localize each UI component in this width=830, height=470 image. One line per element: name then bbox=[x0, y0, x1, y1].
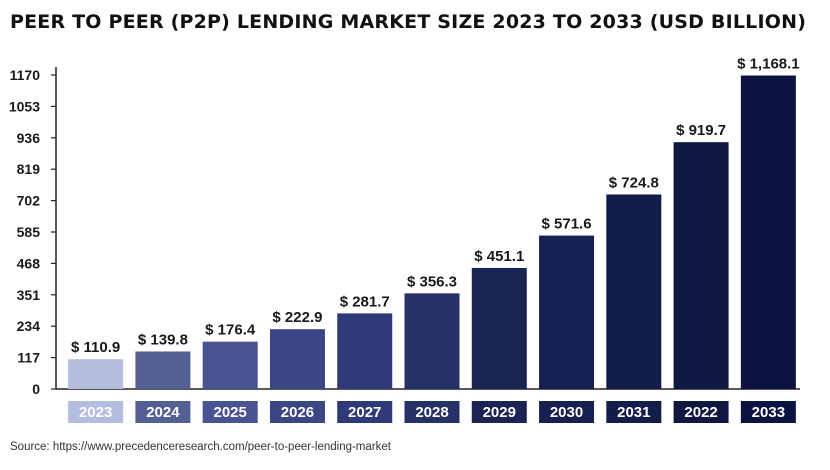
bar bbox=[539, 235, 595, 389]
bar-value-label: $ 222.9 bbox=[272, 309, 322, 326]
x-tick-label: 2028 bbox=[415, 404, 448, 421]
bar-value-label: $ 281.7 bbox=[340, 293, 390, 310]
x-axis-labels: 2023 2024 2025 2026 2027 2028 2029 2030 2031 2022… bbox=[68, 401, 796, 423]
bar-value-label: $ 139.8 bbox=[138, 331, 188, 348]
bar bbox=[135, 351, 191, 389]
y-tick-label: 351 bbox=[17, 287, 41, 303]
bar-value-label: $ 451.1 bbox=[474, 248, 524, 265]
bar-value-label: $ 571.6 bbox=[542, 216, 592, 233]
x-label-box bbox=[337, 401, 393, 423]
bar bbox=[673, 142, 729, 389]
x-tick-label: 2031 bbox=[617, 404, 650, 421]
x-label-box bbox=[471, 401, 527, 423]
bar-value-label: $ 356.3 bbox=[407, 273, 457, 290]
bar-value-label: $ 919.7 bbox=[676, 122, 726, 139]
y-tick-label: 117 bbox=[17, 350, 40, 366]
bar-value-label: $ 1,168.1 bbox=[737, 56, 800, 73]
y-tick-label: 0 bbox=[32, 381, 40, 397]
y-tick-label: 585 bbox=[17, 224, 41, 240]
source-note: Source: https://www.precedenceresearch.c… bbox=[10, 441, 391, 453]
x-tick-label: 2025 bbox=[213, 404, 246, 421]
x-label-box bbox=[606, 401, 662, 423]
y-tick-label: 702 bbox=[17, 193, 41, 209]
x-label-box bbox=[68, 401, 124, 423]
x-label-box bbox=[673, 401, 729, 423]
y-tick-label: 468 bbox=[17, 255, 41, 271]
x-tick-label: 2026 bbox=[281, 404, 314, 421]
bar bbox=[337, 313, 393, 389]
x-label-box bbox=[202, 401, 258, 423]
x-tick-label: 2027 bbox=[348, 404, 381, 421]
bars bbox=[68, 75, 796, 389]
bar-value-label: $ 110.9 bbox=[71, 339, 120, 356]
bar bbox=[68, 359, 124, 389]
x-tick-label: 2022 bbox=[684, 404, 717, 421]
x-label-box bbox=[740, 401, 796, 423]
bar-value-label: $ 176.4 bbox=[205, 322, 256, 339]
bar-value-label: $ 724.8 bbox=[609, 174, 659, 191]
value-labels: $ 110.9 $ 139.8 $ 176.4 $ 222.9 $ 281.7 $ 356… bbox=[71, 56, 800, 357]
y-axis-ticks: 0 117 234 351 468 585 702 819 936 1053 1170 bbox=[9, 67, 56, 397]
x-label-box bbox=[135, 401, 191, 423]
x-tick-label: 2023 bbox=[79, 404, 112, 421]
chart-title: PEER TO PEER (P2P) LENDING MARKET SIZE 2… bbox=[10, 11, 807, 33]
x-label-box bbox=[539, 401, 595, 423]
x-tick-label: 2024 bbox=[146, 404, 180, 421]
x-tick-label: 2033 bbox=[752, 404, 785, 421]
y-tick-label: 819 bbox=[17, 161, 41, 177]
y-tick-label: 936 bbox=[17, 130, 41, 146]
y-tick-label: 1053 bbox=[9, 98, 40, 114]
x-label-box bbox=[404, 401, 460, 423]
bar bbox=[606, 194, 662, 389]
bar bbox=[404, 293, 460, 389]
bar bbox=[269, 329, 325, 389]
bar bbox=[740, 75, 796, 389]
x-label-box bbox=[269, 401, 325, 423]
x-tick-label: 2030 bbox=[550, 404, 583, 421]
x-tick-label: 2029 bbox=[483, 404, 516, 421]
y-tick-label: 234 bbox=[17, 318, 41, 334]
bar bbox=[471, 267, 527, 389]
y-tick-label: 1170 bbox=[10, 67, 41, 83]
bar bbox=[202, 341, 258, 389]
